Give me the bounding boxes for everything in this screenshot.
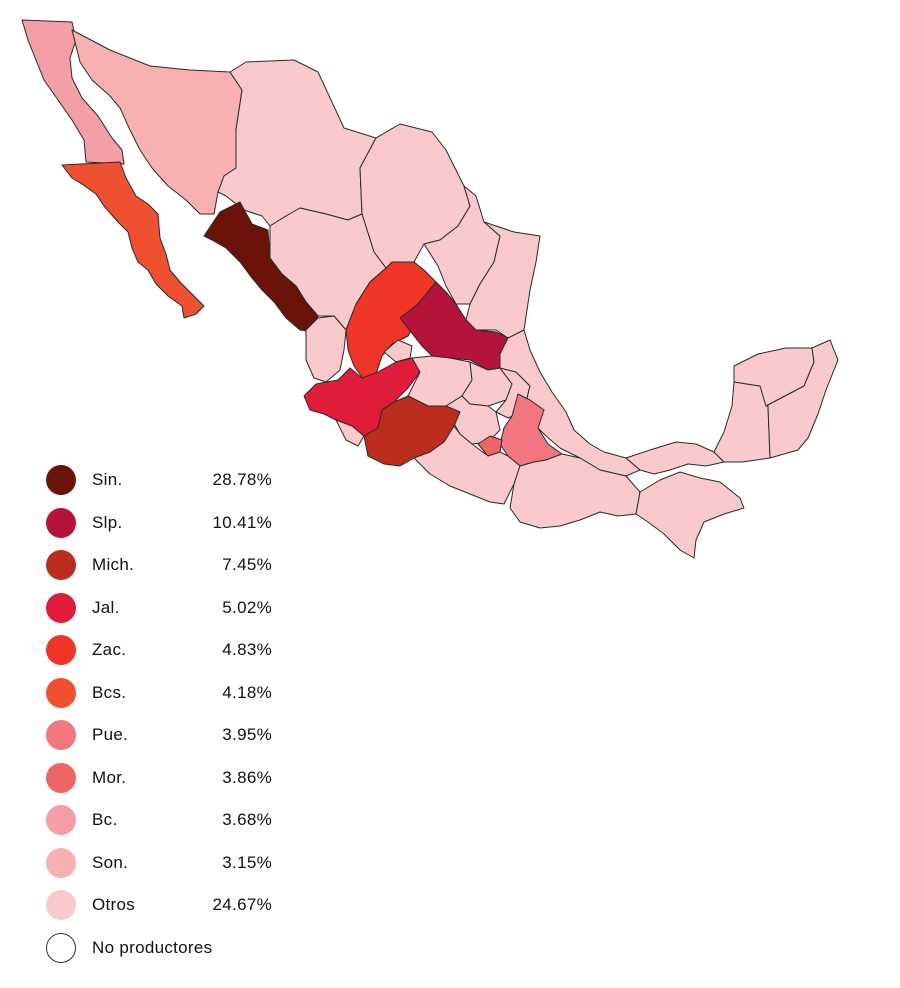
- legend-swatch: [46, 592, 76, 623]
- legend-value: 4.18%: [222, 682, 272, 702]
- legend-label: Pue.: [92, 725, 129, 744]
- legend-swatch: [46, 465, 76, 495]
- legend-value: 24.67%: [212, 895, 272, 914]
- legend-value: 4.83%: [222, 640, 272, 659]
- legend-item-zac: Zac. 4.83%: [46, 632, 286, 675]
- state-chiapas: [635, 471, 745, 559]
- legend-item-bc: Bc. 3.68%: [46, 802, 286, 845]
- legend-label: Otros: [92, 895, 136, 914]
- legend-item-slp: Slp. 10.41%: [46, 505, 286, 548]
- state-campeche: [713, 381, 771, 463]
- legend-value: 3.15%: [222, 852, 272, 872]
- legend-item-none: No productores: [46, 930, 286, 973]
- state-nayarit: [305, 315, 347, 383]
- state-aguascalientes: [383, 339, 413, 363]
- legend-label: Bc.: [92, 810, 118, 829]
- legend-swatch: [46, 507, 76, 538]
- legend-label: Bcs.: [92, 682, 127, 702]
- legend-item-otros: Otros 24.67%: [46, 887, 286, 930]
- state-baja-california-sur: [61, 161, 205, 319]
- legend-label: Jal.: [92, 597, 120, 617]
- legend-swatch: [46, 677, 76, 708]
- legend-label: Mich.: [92, 555, 135, 574]
- legend-label: Sin.: [92, 470, 123, 489]
- legend-label: Mor.: [92, 767, 127, 787]
- legend-value: 10.41%: [212, 512, 272, 532]
- state-quintana-roo: [765, 339, 839, 459]
- legend-item-sin: Sin. 28.78%: [46, 462, 286, 505]
- legend-value: 3.95%: [222, 725, 272, 744]
- state-baja-california: [21, 19, 125, 165]
- legend-item-mor: Mor. 3.86%: [46, 760, 286, 803]
- legend-item-bcs: Bcs. 4.18%: [46, 675, 286, 718]
- legend-value: 3.68%: [222, 810, 272, 829]
- legend-label: Slp.: [92, 512, 123, 532]
- state-sonora: [71, 29, 243, 215]
- legend-value: 5.02%: [222, 597, 272, 617]
- state-guerrero: [413, 425, 521, 505]
- legend-item-jal: Jal. 5.02%: [46, 590, 286, 633]
- legend-label: Son.: [92, 852, 129, 872]
- legend-swatch: [46, 720, 76, 750]
- state-queretaro: [461, 361, 513, 407]
- legend-item-pue: Pue. 3.95%: [46, 717, 286, 760]
- state-michoacan: [363, 395, 461, 467]
- legend-swatch: [46, 932, 76, 963]
- legend-label: Zac.: [92, 640, 127, 659]
- legend-item-mich: Mich. 7.45%: [46, 547, 286, 590]
- state-morelos: [477, 435, 503, 457]
- legend-swatch: [46, 847, 76, 878]
- legend-swatch: [46, 550, 76, 580]
- legend-swatch: [46, 762, 76, 793]
- state-colima: [335, 419, 365, 447]
- state-mexico: [445, 395, 501, 445]
- legend-value: 3.86%: [222, 767, 272, 787]
- legend-item-son: Son. 3.15%: [46, 845, 286, 888]
- legend-swatch: [46, 635, 76, 665]
- legend-value: 7.45%: [222, 555, 272, 574]
- legend-value: 28.78%: [212, 470, 272, 489]
- legend-label: No productores: [92, 937, 213, 957]
- legend-swatch: [46, 805, 76, 835]
- state-chihuahua: [217, 59, 377, 227]
- state-tabasco: [625, 441, 725, 475]
- state-tamaulipas: [465, 221, 541, 339]
- legend-swatch: [46, 890, 76, 920]
- legend: Sin. 28.78% Slp. 10.41% Mich. 7.45% Jal. 5.02% Z…: [46, 462, 286, 972]
